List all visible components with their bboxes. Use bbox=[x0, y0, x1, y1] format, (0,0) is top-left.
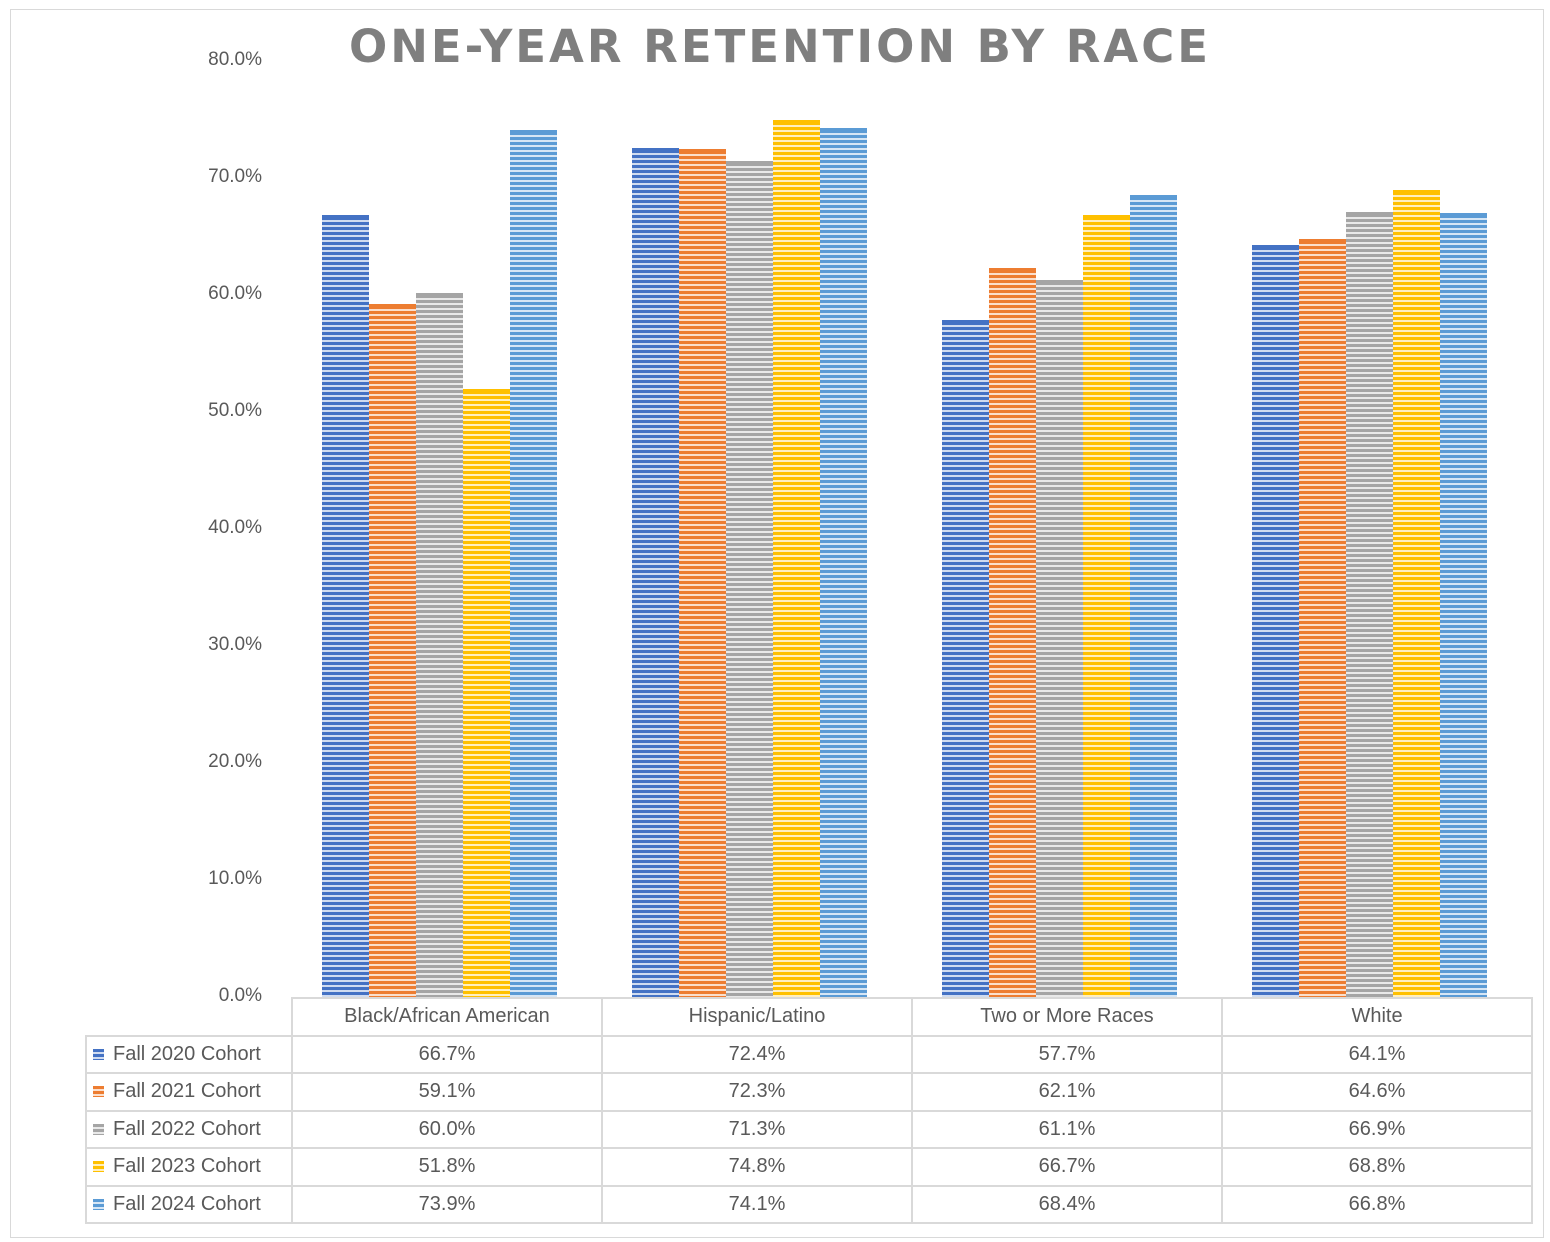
data-value: 74.8% bbox=[601, 1147, 913, 1187]
data-value: 73.9% bbox=[291, 1184, 603, 1224]
bar-fall-2023-cohort-2 bbox=[1082, 214, 1130, 997]
data-value: 64.1% bbox=[1221, 1034, 1533, 1074]
data-value: 66.7% bbox=[911, 1147, 1223, 1187]
y-tick-label: 30.0% bbox=[208, 634, 262, 655]
series-name: Fall 2021 Cohort bbox=[113, 1080, 261, 1103]
chart-title: ONE-YEAR RETENTION BY RACE bbox=[348, 20, 1212, 73]
series-name: Fall 2020 Cohort bbox=[113, 1042, 261, 1065]
data-value: 68.4% bbox=[911, 1184, 1223, 1224]
data-value: 72.4% bbox=[601, 1034, 913, 1074]
bar-fall-2021-cohort-1 bbox=[679, 149, 727, 997]
y-tick-label: 10.0% bbox=[208, 868, 262, 889]
data-value: 51.8% bbox=[291, 1147, 603, 1187]
y-tick-label: 70.0% bbox=[208, 166, 262, 187]
data-value: 62.1% bbox=[911, 1072, 1223, 1112]
bar-fall-2024-cohort-2 bbox=[1129, 194, 1177, 997]
bar-fall-2020-cohort-3 bbox=[1251, 245, 1299, 997]
bar-fall-2023-cohort-0 bbox=[463, 388, 511, 997]
bar-fall-2024-cohort-1 bbox=[820, 128, 868, 997]
y-tick-label: 40.0% bbox=[208, 517, 262, 538]
legend-key-icon bbox=[93, 1161, 104, 1173]
table-row: Fall 2024 Cohort 73.9% 74.1% 68.4% 66.8% bbox=[85, 1184, 1533, 1224]
table-corner bbox=[86, 998, 293, 1037]
series-name: Fall 2024 Cohort bbox=[113, 1192, 261, 1215]
data-value: 74.1% bbox=[601, 1184, 913, 1224]
data-value: 66.9% bbox=[1221, 1109, 1533, 1149]
bar-fall-2020-cohort-1 bbox=[632, 147, 680, 997]
table-row: Fall 2023 Cohort 51.8% 74.8% 66.7% 68.8% bbox=[85, 1147, 1533, 1187]
bar-fall-2022-cohort-3 bbox=[1345, 212, 1393, 997]
table-row: Fall 2020 Cohort 66.7% 72.4% 57.7% 64.1% bbox=[85, 1034, 1533, 1074]
legend-key-icon bbox=[93, 1048, 104, 1060]
series-name: Fall 2023 Cohort bbox=[113, 1155, 261, 1178]
bar-fall-2023-cohort-3 bbox=[1392, 190, 1440, 997]
y-tick-label: 60.0% bbox=[208, 283, 262, 304]
bar-fall-2022-cohort-1 bbox=[726, 160, 774, 997]
legend-entry: Fall 2022 Cohort bbox=[85, 1109, 293, 1149]
category-label: Hispanic/Latino bbox=[601, 997, 913, 1037]
bar-fall-2021-cohort-3 bbox=[1298, 239, 1346, 997]
legend-key-icon bbox=[93, 1086, 104, 1098]
bar-fall-2024-cohort-0 bbox=[510, 130, 558, 997]
category-label: Black/African American bbox=[291, 997, 603, 1037]
bar-fall-2020-cohort-2 bbox=[941, 319, 989, 997]
data-value: 66.8% bbox=[1221, 1184, 1533, 1224]
data-value: 57.7% bbox=[911, 1034, 1223, 1074]
table-row: Fall 2022 Cohort 60.0% 71.3% 61.1% 66.9% bbox=[85, 1109, 1533, 1149]
data-value: 61.1% bbox=[911, 1109, 1223, 1149]
legend-entry: Fall 2020 Cohort bbox=[85, 1034, 293, 1074]
series-name: Fall 2022 Cohort bbox=[113, 1117, 261, 1140]
category-label: White bbox=[1221, 997, 1533, 1037]
plot-area bbox=[285, 0, 1524, 997]
legend-key-icon bbox=[93, 1198, 104, 1210]
data-table: Black/African American Hispanic/Latino Two… bbox=[85, 997, 1533, 1224]
data-value: 60.0% bbox=[291, 1109, 603, 1149]
bar-fall-2020-cohort-0 bbox=[322, 214, 370, 997]
y-tick-label: 20.0% bbox=[208, 751, 262, 772]
data-value: 71.3% bbox=[601, 1109, 913, 1149]
bar-fall-2022-cohort-2 bbox=[1035, 280, 1083, 997]
bar-fall-2022-cohort-0 bbox=[416, 293, 464, 997]
data-value: 68.8% bbox=[1221, 1147, 1533, 1187]
bar-fall-2021-cohort-2 bbox=[988, 268, 1036, 997]
legend-entry: Fall 2021 Cohort bbox=[85, 1072, 293, 1112]
data-value: 59.1% bbox=[291, 1072, 603, 1112]
y-tick-label: 50.0% bbox=[208, 400, 262, 421]
data-value: 64.6% bbox=[1221, 1072, 1533, 1112]
bar-fall-2021-cohort-0 bbox=[369, 303, 417, 997]
category-label: Two or More Races bbox=[911, 997, 1223, 1037]
y-tick-label: 80.0% bbox=[208, 49, 262, 70]
table-row: Fall 2021 Cohort 59.1% 72.3% 62.1% 64.6% bbox=[85, 1072, 1533, 1112]
bar-fall-2023-cohort-1 bbox=[773, 119, 821, 997]
data-value: 72.3% bbox=[601, 1072, 913, 1112]
chart-frame bbox=[10, 9, 1544, 1238]
legend-entry: Fall 2023 Cohort bbox=[85, 1147, 293, 1187]
legend-entry: Fall 2024 Cohort bbox=[85, 1184, 293, 1224]
legend-key-icon bbox=[93, 1123, 104, 1135]
data-value: 66.7% bbox=[291, 1034, 603, 1074]
bar-fall-2024-cohort-3 bbox=[1439, 213, 1487, 997]
